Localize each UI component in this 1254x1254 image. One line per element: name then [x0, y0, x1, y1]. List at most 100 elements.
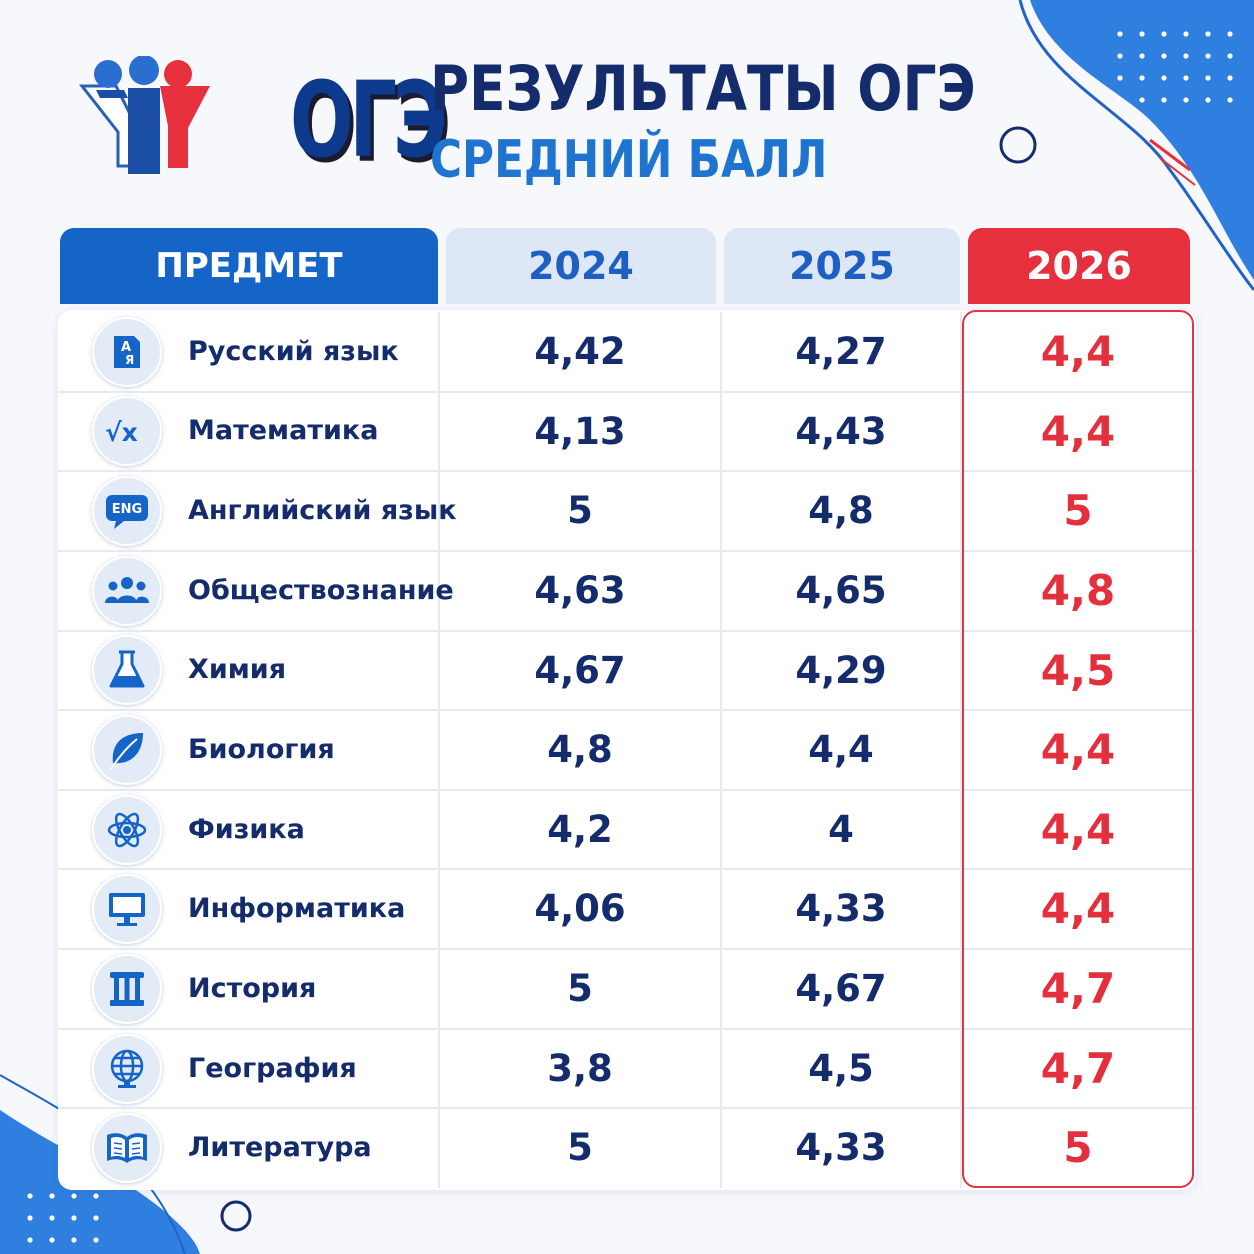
subject-name: Литература: [188, 1132, 372, 1164]
dot: [1205, 97, 1211, 103]
value-2026: 4,4: [1040, 725, 1116, 775]
dot: [49, 1237, 55, 1243]
row-divider: [58, 1027, 1196, 1030]
value-2024: 4,8: [547, 728, 613, 772]
svg-text:Я: Я: [125, 353, 134, 367]
column-divider: [720, 312, 722, 1188]
globe-icon: [92, 1033, 162, 1104]
value-2025: 4,5: [808, 1046, 874, 1090]
row-divider: [58, 629, 1196, 632]
value-2026: 4,5: [1040, 645, 1116, 695]
value-2026: 4,4: [1040, 804, 1116, 854]
value-2026: 5: [1063, 1123, 1093, 1173]
ring-decoration: [999, 126, 1037, 164]
svg-text:А: А: [121, 340, 131, 355]
value-2024: 4,06: [534, 887, 626, 931]
dot: [1161, 75, 1167, 81]
dot: [1117, 53, 1123, 59]
value-2026: 4,4: [1040, 327, 1116, 376]
dot: [71, 1193, 77, 1199]
value-2026: 4,4: [1040, 884, 1116, 934]
table-row: А Я Русский язык 4,42 4,27 4,4: [58, 312, 1196, 392]
page-title: РЕЗУЛЬТАТЫ ОГЭ: [430, 52, 976, 125]
dot: [71, 1237, 77, 1243]
table-row: Химия 4,67 4,29 4,5: [58, 631, 1196, 711]
dot: [1139, 31, 1145, 37]
value-2025: 4,29: [795, 648, 887, 692]
table-row: История 5 4,67 4,7: [58, 949, 1196, 1029]
dot: [1183, 75, 1189, 81]
column-header-subject: ПРЕДМЕТ: [60, 228, 438, 304]
value-2024: 5: [567, 1126, 593, 1170]
dot: [1183, 53, 1189, 59]
subject-name: Математика: [188, 415, 379, 447]
value-2024: 4,2: [547, 807, 613, 851]
dot: [1227, 97, 1233, 103]
table-row: География 3,8 4,5 4,7: [58, 1029, 1196, 1109]
dot: [93, 1215, 99, 1221]
table-body: [58, 310, 1196, 1190]
ring-decoration: [220, 1200, 252, 1232]
dot: [1227, 53, 1233, 59]
dot: [1117, 97, 1123, 103]
row-divider: [58, 549, 1196, 552]
dot: [27, 1193, 33, 1199]
dot: [27, 1237, 33, 1243]
value-2025: 4,4: [808, 728, 874, 772]
table-row: Литература 5 4,33 5: [58, 1108, 1196, 1188]
monitor-icon: [92, 874, 162, 945]
value-2025: 4: [828, 807, 854, 851]
table-row: Информатика 4,06 4,33 4,4: [58, 869, 1196, 949]
dot: [49, 1215, 55, 1221]
dot: [1117, 31, 1123, 37]
row-divider: [58, 390, 1196, 393]
dot: [27, 1215, 33, 1221]
dot: [49, 1193, 55, 1199]
value-2024: 4,63: [534, 568, 626, 612]
column-header-2024: 2024: [446, 228, 716, 304]
value-2025: 4,43: [795, 409, 887, 453]
value-2026: 5: [1063, 486, 1093, 536]
page-subtitle: СРЕДНИЙ БАЛЛ: [430, 130, 828, 190]
value-2026: 4,7: [1040, 964, 1116, 1014]
top-right-wave-line: [1018, 0, 1254, 291]
row-divider: [58, 1107, 1196, 1110]
subject-name: Информатика: [188, 893, 406, 925]
dot: [1161, 97, 1167, 103]
subject-name: География: [188, 1052, 357, 1084]
open-book-icon: [92, 1113, 162, 1184]
table-row: Обществознание 4,63 4,65 4,8: [58, 551, 1196, 631]
table-row: √x Математика 4,13 4,43 4,4: [58, 392, 1196, 472]
value-2024: 4,67: [534, 648, 626, 692]
value-2025: 4,33: [795, 1126, 887, 1170]
dot-grid-decoration: [27, 1193, 99, 1243]
column-header-2025: 2025: [724, 228, 960, 304]
table-row: Физика 4,2 4 4,4: [58, 790, 1196, 870]
row-divider: [58, 470, 1196, 473]
row-divider: [58, 788, 1196, 791]
dot: [1227, 75, 1233, 81]
dot: [1117, 75, 1123, 81]
dot: [1205, 53, 1211, 59]
subject-name: Химия: [188, 654, 287, 686]
dot: [1183, 97, 1189, 103]
people-group-icon: [92, 555, 162, 626]
red-stroke-decoration: [1159, 157, 1196, 186]
dot: [1161, 53, 1167, 59]
dot: [71, 1215, 77, 1221]
leaf-icon: [92, 714, 162, 785]
value-2024: 4,13: [534, 409, 626, 453]
row-divider: [58, 709, 1196, 712]
logo-text: ОГЭ: [290, 59, 448, 181]
value-2026: 4,8: [1040, 565, 1116, 615]
value-2025: 4,65: [795, 568, 887, 612]
svg-text:ENG: ENG: [112, 502, 142, 517]
subject-name: Английский язык: [188, 495, 457, 527]
square-root-icon: √x: [92, 396, 162, 467]
oge-logo: ОГЭ: [76, 56, 448, 186]
value-2024: 4,42: [534, 330, 626, 373]
value-2025: 4,67: [795, 967, 887, 1011]
people-emblem-icon: [78, 56, 210, 174]
